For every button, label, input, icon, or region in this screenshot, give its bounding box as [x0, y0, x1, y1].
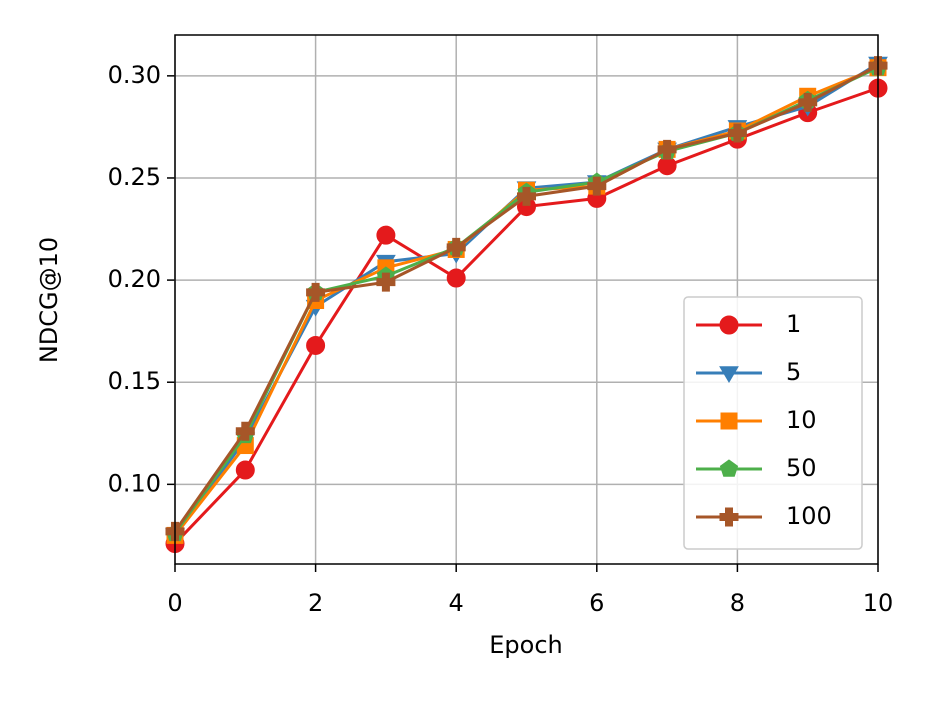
y-tick-label: 0.25 [108, 163, 161, 191]
x-tick-label: 8 [730, 589, 745, 617]
marker [306, 335, 326, 355]
y-tick-label: 0.10 [108, 469, 161, 497]
marker [517, 186, 536, 206]
legend-label: 5 [786, 358, 801, 386]
marker [446, 237, 466, 257]
y-tick-label: 0.20 [108, 265, 161, 293]
legend-label: 100 [786, 502, 832, 530]
legend-label: 50 [786, 454, 817, 482]
legend-marker [719, 507, 739, 527]
x-tick-label: 0 [167, 589, 182, 617]
marker [727, 123, 747, 143]
marker [446, 268, 466, 288]
marker [376, 225, 396, 245]
marker [657, 139, 677, 159]
marker [235, 460, 255, 480]
legend-box [683, 296, 863, 550]
marker [376, 272, 396, 292]
legend-marker [719, 366, 739, 383]
marker [587, 176, 607, 196]
y-tick-label: 0.15 [108, 367, 161, 395]
marker [235, 421, 255, 441]
x-axis-label: Epoch [489, 631, 563, 659]
x-tick-label: 6 [589, 589, 604, 617]
legend-label: 10 [786, 406, 817, 434]
legend-label: 1 [786, 310, 801, 338]
x-tick-label: 4 [449, 589, 464, 617]
marker [306, 282, 326, 302]
marker [657, 156, 677, 176]
marker [798, 92, 818, 112]
y-axis-label: NDCG@10 [35, 237, 63, 363]
legend-marker [720, 412, 738, 430]
y-tick-label: 0.30 [108, 61, 161, 89]
x-tick-label: 10 [863, 589, 894, 617]
legend-marker [719, 315, 739, 335]
x-tick-label: 2 [308, 589, 323, 617]
plot-frame [174, 34, 879, 565]
legend-marker [719, 459, 739, 477]
